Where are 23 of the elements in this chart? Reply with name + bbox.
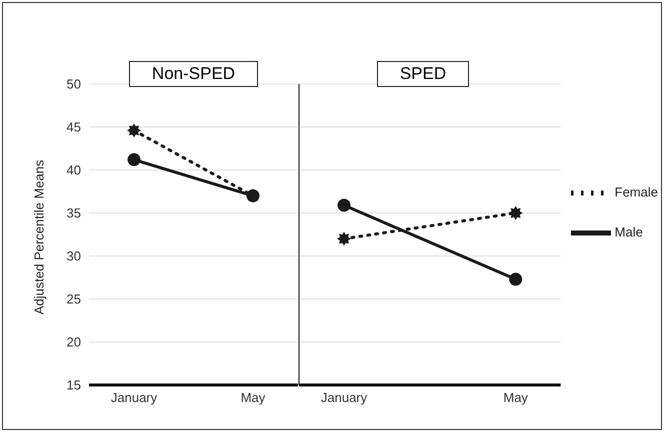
y-axis-title: Adjusted Percentile Means (32, 159, 47, 314)
point (509, 272, 522, 286)
chart-title: Non-SPED (128, 61, 258, 87)
point (128, 153, 140, 166)
y-tick-label: 30 (66, 248, 81, 264)
y-tick-label: 15 (66, 378, 81, 393)
legend-label: Male (614, 224, 643, 240)
point (508, 206, 523, 220)
y-tick-label: 50 (66, 76, 81, 92)
x-tick-label: January (110, 390, 158, 406)
y-tick-label: 20 (66, 334, 81, 350)
point (337, 232, 351, 246)
x-tick-label: May (240, 390, 266, 406)
legend-label: Female (614, 184, 658, 200)
x-tick-label: January (320, 390, 368, 406)
x-tick-label: May (503, 390, 528, 406)
point (338, 198, 350, 212)
y-tick-label: 45 (66, 120, 81, 135)
y-tick-label: 35 (66, 206, 81, 221)
y-tick-label: 40 (66, 162, 81, 178)
chart-title: SPED (376, 61, 470, 87)
point (127, 123, 141, 138)
y-tick-label: 25 (66, 292, 81, 307)
